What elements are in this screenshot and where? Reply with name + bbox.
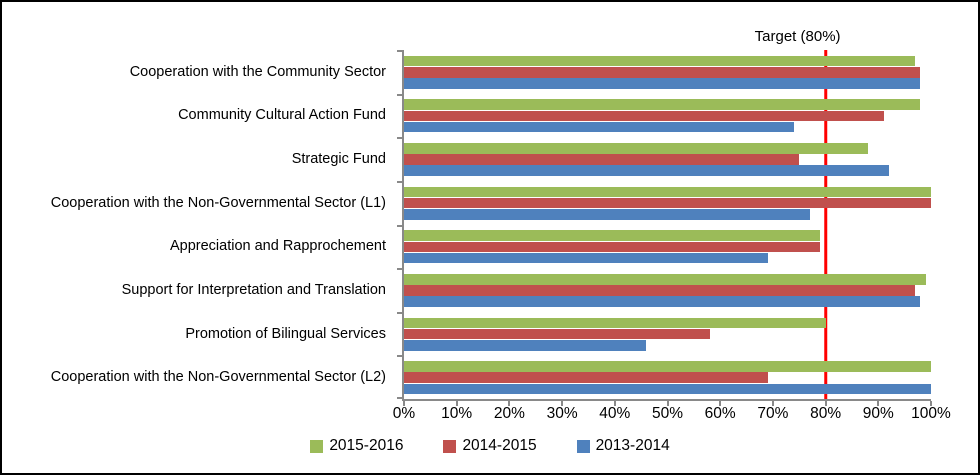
- legend-label: 2014-2015: [462, 437, 537, 454]
- x-axis-tick-label: 100%: [911, 405, 951, 422]
- legend-swatch-2014-2015: [443, 439, 457, 453]
- bar-2015-2016: [404, 317, 826, 329]
- x-axis-tick: [771, 401, 774, 406]
- x-axis-tick-label: 20%: [493, 405, 525, 422]
- category-label: Community Cultural Action Fund: [178, 107, 386, 124]
- x-axis-tick-label: 40%: [599, 405, 631, 422]
- y-axis-tick: [397, 355, 404, 358]
- bar-2014-2015: [404, 154, 800, 165]
- bar-2013-2014: [404, 339, 647, 351]
- bar-2013-2014: [404, 121, 794, 133]
- bar-2014-2015: [404, 110, 884, 122]
- y-axis-tick: [397, 397, 404, 399]
- x-axis-tick: [403, 401, 405, 406]
- x-axis-tick-label: 60%: [704, 405, 736, 422]
- legend-label: 2015-2016: [329, 437, 404, 454]
- bar-2013-2014: [404, 252, 768, 264]
- legend-label: 2013-2014: [595, 437, 670, 454]
- plot-area: Target (80%) 0% 10% 20% 30% 40% 50% 60% 70% 80% 9…: [393, 28, 951, 422]
- y-axis-tick: [397, 93, 404, 96]
- bar-2014-2015: [404, 241, 821, 253]
- category-label: Cooperation with the Non-Governmental Se…: [50, 369, 386, 386]
- bar-2013-2014: [404, 78, 921, 89]
- x-axis-tick: [877, 401, 880, 406]
- category-label: Strategic Fund: [291, 151, 386, 168]
- legend-item: 2013-2014: [576, 437, 670, 455]
- legend-swatch-2015-2016: [310, 439, 324, 453]
- category-label: Promotion of Bilingual Services: [185, 325, 386, 342]
- bar-2015-2016: [404, 230, 821, 241]
- y-axis-tick: [397, 180, 404, 183]
- x-axis-tick: [455, 401, 458, 406]
- x-axis-tick: [508, 401, 511, 406]
- bar-2015-2016: [404, 99, 921, 111]
- y-axis-tick: [397, 50, 404, 52]
- bar-2014-2015: [404, 197, 931, 209]
- bar-2015-2016: [404, 361, 931, 372]
- x-axis-tick: [719, 401, 722, 406]
- bar-2013-2014: [404, 383, 931, 395]
- target-label: Target (80%): [754, 28, 841, 45]
- x-axis-tick: [930, 401, 932, 406]
- x-axis-tick: [824, 401, 827, 406]
- bar-2013-2014: [404, 165, 889, 177]
- legend-item: 2015-2016: [310, 437, 403, 455]
- x-axis-tick-label: 30%: [546, 405, 578, 422]
- x-axis-tick-label: 80%: [810, 405, 842, 422]
- legend: 2015-2016 2014-2015 2013-2014: [2, 433, 978, 459]
- bar-2014-2015: [404, 328, 710, 340]
- bar-2014-2015: [404, 67, 921, 78]
- x-axis-tick-label: 70%: [757, 405, 789, 422]
- x-axis-tick-label: 90%: [862, 405, 894, 422]
- bar-2014-2015: [404, 285, 916, 296]
- x-axis-tick-label: 10%: [441, 405, 473, 422]
- legend-swatch-2013-2014: [576, 439, 590, 453]
- x-axis-tick: [561, 401, 564, 406]
- bar-2013-2014: [404, 209, 810, 220]
- bar-2015-2016: [404, 143, 868, 154]
- bar-2013-2014: [404, 296, 921, 307]
- category-label: Support for Interpretation and Translati…: [121, 281, 386, 298]
- legend-item: 2014-2015: [443, 437, 537, 455]
- bar-2015-2016: [404, 273, 926, 285]
- y-axis-tick: [397, 311, 404, 314]
- y-axis-labels: Cooperation with the Community Sector Com…: [2, 50, 394, 399]
- y-axis-tick: [397, 224, 404, 227]
- category-label: Cooperation with the Non-Governmental Se…: [50, 194, 386, 211]
- x-axis-tick-label: 50%: [651, 405, 684, 422]
- x-axis-tick: [666, 401, 669, 406]
- y-axis-tick: [397, 137, 404, 140]
- bar-2015-2016: [404, 186, 931, 198]
- x-axis-tick-label: 0%: [392, 405, 416, 422]
- bar-2015-2016: [404, 55, 916, 67]
- category-label: Cooperation with the Community Sector: [129, 63, 386, 80]
- y-axis-tick: [397, 268, 404, 271]
- category-label: Appreciation and Rapprochement: [169, 238, 386, 255]
- x-axis-tick: [613, 401, 616, 406]
- target-line: [823, 50, 828, 399]
- bar-2014-2015: [404, 372, 768, 383]
